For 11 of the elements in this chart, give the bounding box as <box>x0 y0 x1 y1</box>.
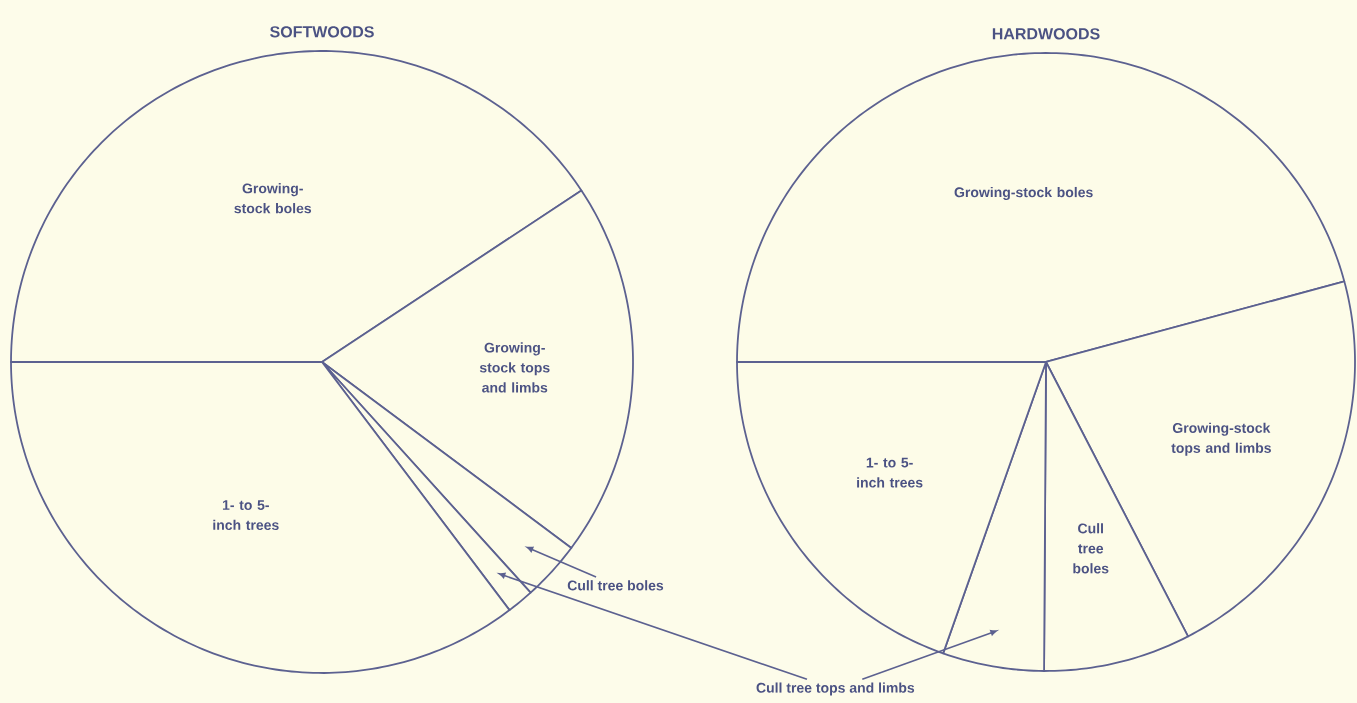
slice-label: Cull tree boles <box>567 580 664 591</box>
slice-label: Cull tree tops and limbs <box>756 682 915 696</box>
slice-label: Growing-stock tops and limbs <box>479 342 550 393</box>
slice-label: 1- to 5-inch trees <box>213 500 279 531</box>
slice-label: Growing-stock boles <box>954 186 1093 201</box>
slice-label: Growing-stock tops and limbs <box>1171 422 1271 456</box>
chart-title: SOFTWOODS <box>270 26 374 38</box>
slice-label: Cull tree boles <box>1073 523 1109 574</box>
chart-title: HARDWOODS <box>992 28 1100 40</box>
slice-label: Growing-stock boles <box>234 183 312 214</box>
slice-label: 1- to 5-inch trees <box>857 457 923 488</box>
